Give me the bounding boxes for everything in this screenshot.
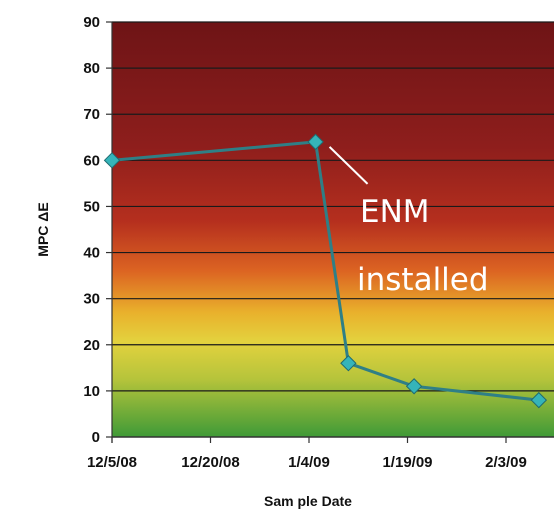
y-tick-label: 90 <box>83 14 100 31</box>
y-tick-label: 30 <box>83 291 100 308</box>
data-point <box>405 378 423 395</box>
y-tick-label: 0 <box>92 429 100 446</box>
data-point <box>103 152 121 169</box>
y-tick-label: 40 <box>83 245 100 262</box>
y-tick-label: 60 <box>83 152 100 169</box>
x-tick-label: 1/19/09 <box>382 454 432 471</box>
series <box>103 133 548 409</box>
x-axis-title: Sam ple Date <box>264 493 352 509</box>
plot-background <box>112 22 554 437</box>
x-tick-label: 12/20/08 <box>181 454 239 471</box>
x-tick-label: 2/3/09 <box>485 454 527 471</box>
data-point <box>340 355 357 372</box>
y-tick-label: 80 <box>83 60 100 77</box>
annotations: ENM installed <box>328 146 489 298</box>
annotation-installed: installed <box>357 262 489 298</box>
y-tick-label: 10 <box>83 383 100 400</box>
y-tick-label: 50 <box>83 198 100 215</box>
annotation-enm: ENM <box>360 194 430 230</box>
y-tick-label: 20 <box>83 337 100 354</box>
y-axis-title: MPC ΔE <box>35 202 51 256</box>
y-tick-label: 70 <box>83 106 100 123</box>
x-tick-label: 12/5/08 <box>87 454 137 471</box>
x-tick-label: 1/4/09 <box>288 454 330 471</box>
gridlines <box>112 21 554 392</box>
data-point <box>307 133 324 151</box>
axes: 0 10 20 30 40 50 60 70 80 90 12/5/08 12/20/08 1/4/09… <box>83 14 554 471</box>
data-point <box>530 391 548 409</box>
annotation-pointer <box>328 146 369 185</box>
